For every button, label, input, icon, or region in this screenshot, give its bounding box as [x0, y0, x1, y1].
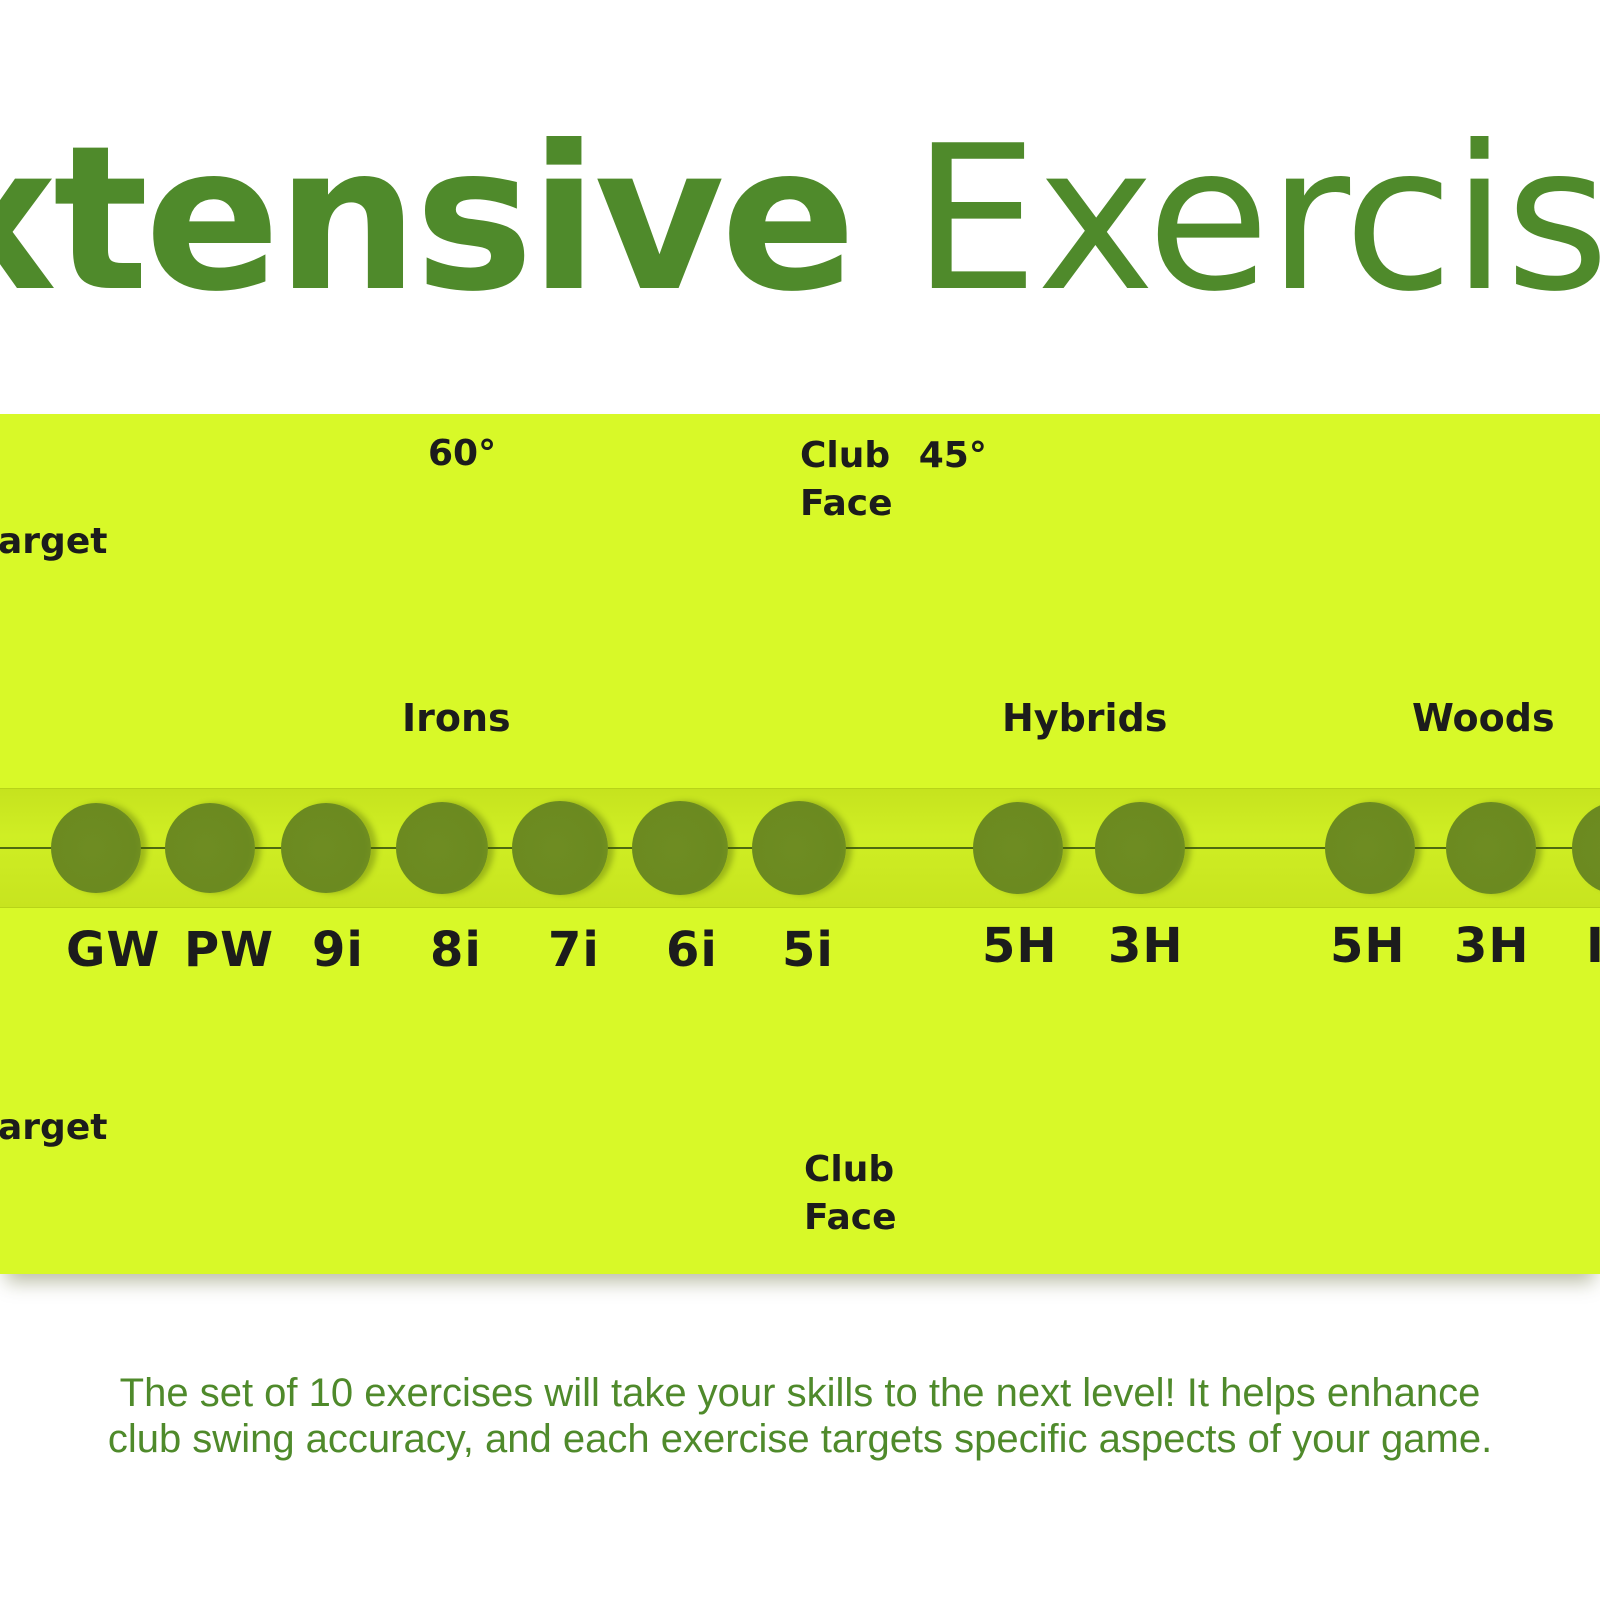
- club-face-top-label-line1: Club 45°: [800, 432, 987, 480]
- page-title: xtensiveExercise: [0, 90, 1600, 350]
- angle-45-label: 45°: [918, 435, 987, 476]
- club-label-hybrid-3h: 3H: [1108, 918, 1184, 974]
- description-text: The set of 10 exercises will take your s…: [107, 1371, 1493, 1461]
- hole-8i: [396, 802, 488, 894]
- club-label-8i: 8i: [430, 922, 482, 978]
- hole-gw: [51, 803, 141, 893]
- club-label-edge: I: [1586, 918, 1600, 974]
- club-label-9i: 9i: [312, 922, 364, 978]
- club-face-bottom-label-line1: Club: [804, 1149, 895, 1190]
- hole-7i: [512, 801, 608, 895]
- title-light-word: Exercise: [912, 103, 1600, 336]
- hole-hybrid-5h: [973, 802, 1063, 894]
- club-track: [0, 788, 1600, 908]
- club-label-5i: 5i: [782, 922, 834, 978]
- hole-9i: [281, 803, 371, 893]
- club-label-gw: GW: [66, 922, 161, 978]
- title-bold-word: xtensive: [0, 103, 856, 336]
- target-bottom-label: arget: [0, 1107, 108, 1148]
- club-label-pw: PW: [184, 922, 275, 978]
- hole-pw: [165, 803, 255, 893]
- club-label-6i: 6i: [666, 922, 718, 978]
- hole-5i: [752, 801, 846, 895]
- hybrids-group-label: Hybrids: [1002, 696, 1168, 740]
- club-word: Club: [800, 435, 891, 476]
- irons-group-label: Irons: [402, 696, 511, 740]
- hole-wood-5h: [1325, 802, 1415, 894]
- club-label-wood-3h: 3H: [1454, 918, 1530, 974]
- club-label-hybrid-5h: 5H: [982, 918, 1058, 974]
- swing-training-board: 60° Club 45° Face arget Irons Hybrids Wo…: [0, 414, 1600, 1274]
- club-label-wood-5h: 5H: [1330, 918, 1406, 974]
- club-face-top-label-line2: Face: [800, 483, 893, 524]
- woods-group-label: Woods: [1412, 696, 1555, 740]
- hole-wood-edge: [1572, 802, 1600, 894]
- target-top-label: arget: [0, 521, 108, 562]
- club-face-bottom-label-line2: Face: [804, 1197, 897, 1238]
- hole-6i: [632, 801, 728, 895]
- hole-hybrid-3h: [1095, 802, 1185, 894]
- club-label-7i: 7i: [548, 922, 600, 978]
- angle-60-label: 60°: [428, 433, 497, 474]
- hole-wood-3h: [1446, 802, 1536, 894]
